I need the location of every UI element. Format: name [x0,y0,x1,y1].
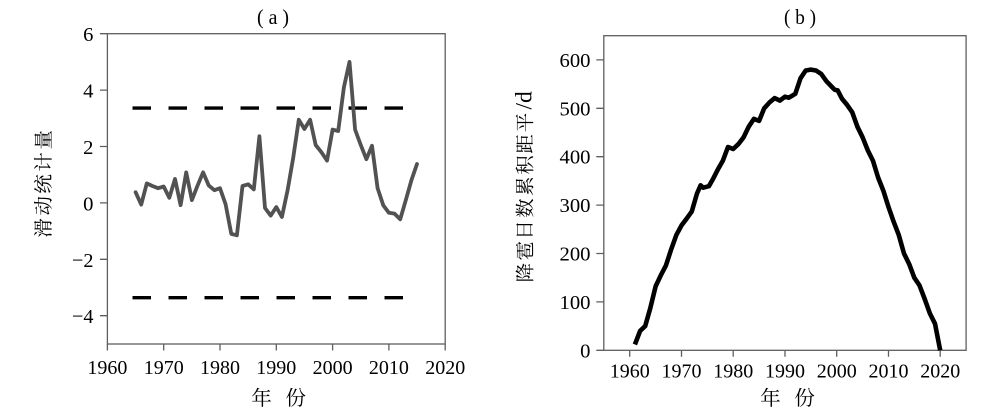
svg-text:1960: 1960 [87,357,127,379]
svg-text:0: 0 [83,193,93,215]
svg-text:300: 300 [560,195,591,217]
svg-text:600: 600 [560,50,591,72]
svg-text:2020: 2020 [425,357,465,379]
svg-text:2020: 2020 [920,360,960,382]
svg-text:1960: 1960 [610,360,650,382]
svg-text:6: 6 [83,24,93,46]
svg-text:400: 400 [560,147,591,169]
svg-text:100: 100 [560,292,591,314]
svg-text:1990: 1990 [256,357,296,379]
svg-text:2010: 2010 [868,360,908,382]
svg-text:2000: 2000 [817,360,857,382]
svg-text:0: 0 [580,340,590,362]
svg-text:2000: 2000 [313,357,353,379]
svg-text:1980: 1980 [200,357,240,379]
svg-text:1980: 1980 [713,360,753,382]
svg-text:200: 200 [560,243,591,265]
svg-text:( b ): ( b ) [784,5,816,29]
svg-text:2: 2 [83,137,93,159]
svg-text:−2: −2 [72,250,94,272]
svg-text:2010: 2010 [369,357,409,379]
svg-text:−4: −4 [72,306,94,328]
svg-text:4: 4 [83,81,93,103]
svg-text:( a ): ( a ) [257,5,289,29]
svg-text:1990: 1990 [765,360,805,382]
svg-text:/d: /d [512,91,538,110]
svg-text:1970: 1970 [661,360,701,382]
svg-text:500: 500 [560,98,591,120]
svg-text:1970: 1970 [144,357,184,379]
